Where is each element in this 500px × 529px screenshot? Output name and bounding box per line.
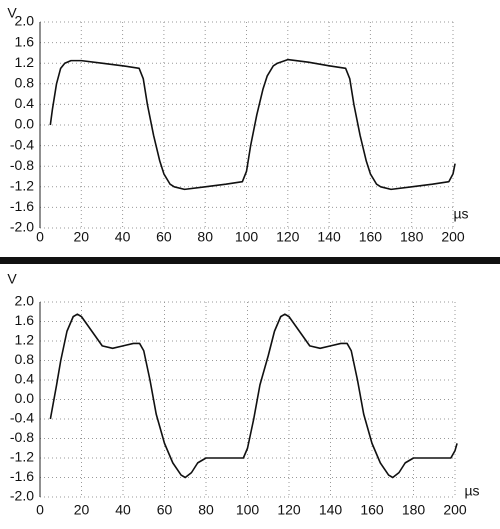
y-tick-label: 1.6 xyxy=(15,33,35,49)
x-tick-label: 140 xyxy=(319,502,343,518)
x-tick-label: 140 xyxy=(317,229,341,245)
x-tick-label: 40 xyxy=(115,502,131,518)
y-tick-label: 0.0 xyxy=(15,116,35,132)
y-tick-label: 0.4 xyxy=(15,371,35,387)
y-tick-label: -0.8 xyxy=(10,157,34,173)
y-tick-label: -0.4 xyxy=(10,410,34,426)
x-axis-label: µs xyxy=(453,206,468,222)
y-tick-label: 0.0 xyxy=(15,390,35,406)
x-tick-label: 120 xyxy=(277,502,301,518)
y-tick-label: 2.0 xyxy=(15,293,35,309)
y-tick-label: -1.2 xyxy=(10,449,34,465)
y-tick-label: 1.6 xyxy=(15,312,35,328)
x-tick-label: 160 xyxy=(360,502,384,518)
x-axis-label: µs xyxy=(464,483,479,499)
y-tick-label: -0.4 xyxy=(10,136,34,152)
x-tick-label: 200 xyxy=(443,502,467,518)
y-tick-label: -1.6 xyxy=(10,198,34,214)
y-tick-label: 0.8 xyxy=(15,351,35,367)
y-axis-label: V xyxy=(7,5,17,21)
x-tick-label: 100 xyxy=(235,229,259,245)
x-tick-label: 60 xyxy=(157,502,173,518)
x-tick-label: 60 xyxy=(156,229,172,245)
x-tick-label: 0 xyxy=(36,229,44,245)
trace xyxy=(49,58,456,191)
x-tick-label: 80 xyxy=(197,229,213,245)
y-tick-label: 0.4 xyxy=(15,95,35,111)
y-tick-label: -2.0 xyxy=(10,219,34,235)
x-tick-label: 160 xyxy=(359,229,383,245)
x-tick-label: 20 xyxy=(74,229,90,245)
divider xyxy=(0,257,500,264)
y-axis-label: V xyxy=(7,271,17,287)
y-tick-label: -0.8 xyxy=(10,429,34,445)
y-tick-label: 2.0 xyxy=(15,13,35,29)
x-tick-label: 180 xyxy=(402,502,426,518)
x-tick-label: 0 xyxy=(36,502,44,518)
x-tick-label: 120 xyxy=(276,229,300,245)
trace xyxy=(49,313,458,479)
y-tick-label: -2.0 xyxy=(10,488,34,504)
x-tick-label: 180 xyxy=(400,229,424,245)
y-tick-label: -1.2 xyxy=(10,178,34,194)
x-tick-label: 80 xyxy=(198,502,214,518)
y-tick-label: 0.8 xyxy=(15,75,35,91)
x-tick-label: 40 xyxy=(115,229,131,245)
x-tick-label: 100 xyxy=(236,502,260,518)
x-tick-label: 200 xyxy=(441,229,465,245)
x-tick-label: 20 xyxy=(74,502,90,518)
y-tick-label: -1.6 xyxy=(10,468,34,484)
y-tick-label: 1.2 xyxy=(15,54,35,70)
y-tick-label: 1.2 xyxy=(15,332,35,348)
